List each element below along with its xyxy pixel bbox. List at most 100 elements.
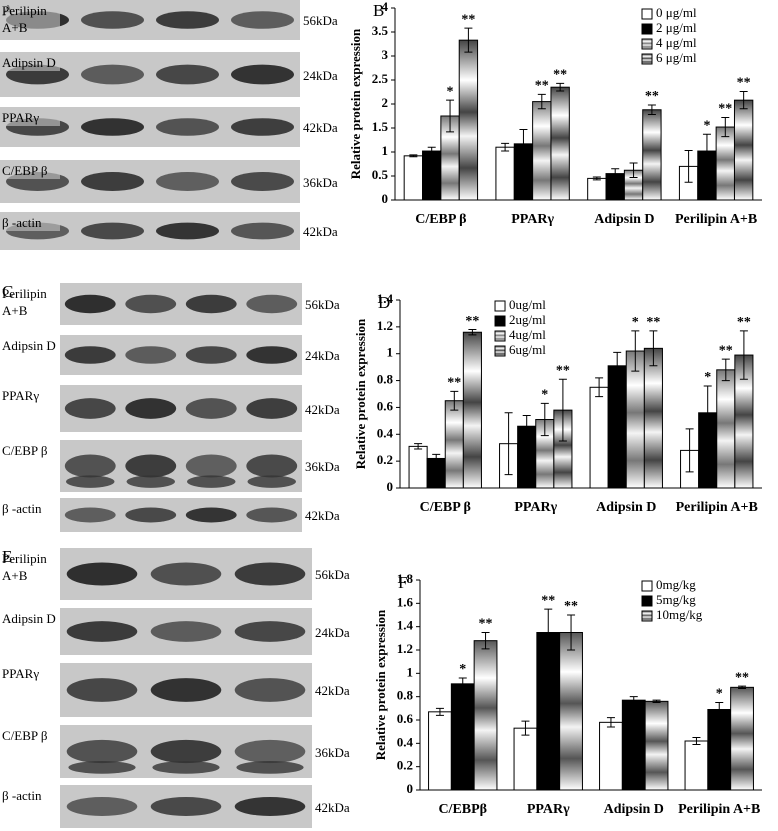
bar <box>408 445 428 489</box>
blot-size-label: 56kDa <box>315 567 350 582</box>
y-tick-label: 1.2 <box>377 318 393 333</box>
blot-band <box>156 118 219 136</box>
error-bar <box>468 329 477 336</box>
x-tick-label: PPARγ <box>527 802 570 817</box>
blot-size-label: 36kDa <box>303 174 338 190</box>
bar <box>643 347 663 489</box>
bar <box>550 86 570 201</box>
error-bar <box>721 116 730 138</box>
blot-protein-label: PPARγ <box>2 666 40 681</box>
blot-size-label: 24kDa <box>305 348 340 363</box>
significance-mark: ** <box>735 670 749 685</box>
blot-protein-label: β -actin <box>2 788 42 803</box>
error-bar <box>649 330 658 367</box>
blot-size-label: 42kDa <box>315 683 350 698</box>
x-tick-label: Adipsin D <box>596 500 656 515</box>
legend-swatch <box>641 595 653 607</box>
legend-label: 2 μg/ml <box>656 20 697 35</box>
blot-band <box>234 621 306 642</box>
significance-mark: * <box>541 388 548 403</box>
bar <box>587 177 607 201</box>
blot-band <box>234 562 306 586</box>
significance-mark: * <box>447 84 454 99</box>
significance-mark: ** <box>718 102 732 117</box>
blot-band <box>81 118 144 136</box>
error-bar <box>592 176 601 181</box>
blot-band <box>68 761 136 774</box>
blot-band <box>125 507 177 523</box>
y-tick-label: 0 <box>407 781 414 796</box>
blot-protein-label: Adipsin D <box>2 611 56 626</box>
blot-band <box>64 346 116 364</box>
error-bar <box>647 104 656 116</box>
blot-band <box>66 797 138 816</box>
y-tick-label: 0.8 <box>377 372 394 387</box>
bar <box>642 109 662 201</box>
blot-band <box>234 797 306 816</box>
legend-swatch <box>641 8 653 20</box>
blot-band <box>66 475 115 488</box>
y-tick-label: 4 <box>382 0 389 14</box>
blot-band <box>231 172 294 191</box>
bar <box>403 155 424 201</box>
bar <box>559 632 583 791</box>
significance-mark: ** <box>461 12 475 27</box>
blot-protein-label: β -actin <box>2 501 42 516</box>
error-bar <box>435 707 444 716</box>
error-bar <box>652 699 661 703</box>
y-axis-label: Relative protein expression <box>348 28 363 179</box>
blot-band <box>231 222 294 240</box>
error-bar <box>432 453 441 463</box>
bar <box>644 700 669 791</box>
blot-protein-label: C/EBP β <box>2 728 48 743</box>
y-tick-label: 0.2 <box>397 758 413 773</box>
x-tick-label: PPARγ <box>514 500 557 515</box>
blot-band <box>66 739 138 764</box>
bar <box>513 727 538 791</box>
legend-label: 0 μg/ml <box>656 5 697 20</box>
error-bar <box>739 330 748 380</box>
error-bar <box>522 414 531 438</box>
y-tick-label: 1.2 <box>397 641 413 656</box>
significance-mark: ** <box>737 76 751 91</box>
significance-mark: ** <box>541 593 555 608</box>
x-tick-label: Adipsin D <box>594 212 654 227</box>
blot-protein-label: Perilipin A+B <box>2 551 47 583</box>
panel-letter: D <box>378 293 390 312</box>
x-tick-label: Adipsin D <box>604 802 664 817</box>
bar <box>621 699 646 791</box>
blot-band <box>246 454 298 478</box>
blot-band <box>126 475 175 488</box>
y-tick-label: 1.6 <box>397 594 414 609</box>
bar <box>715 126 735 201</box>
error-bar <box>501 142 510 152</box>
error-bar <box>464 27 473 53</box>
blot-band <box>125 454 177 478</box>
panel-letter: B <box>373 1 384 20</box>
error-bar <box>521 720 530 736</box>
blot-band <box>81 64 144 85</box>
significance-mark: * <box>632 315 639 330</box>
y-tick-label: 1 <box>387 345 394 360</box>
bar <box>444 400 464 489</box>
error-bar <box>537 93 546 110</box>
bar <box>589 386 609 489</box>
significance-mark: ** <box>447 376 461 391</box>
error-bar <box>540 402 549 437</box>
blot-band <box>185 398 237 419</box>
bar <box>458 39 479 201</box>
significance-mark: * <box>459 662 466 677</box>
blot-band <box>64 507 116 523</box>
blot-band <box>156 172 219 191</box>
significance-mark: ** <box>719 343 733 358</box>
blot-band <box>234 739 306 764</box>
error-bar <box>414 443 423 450</box>
bar <box>532 101 552 201</box>
blot-band <box>246 346 298 364</box>
y-tick-label: 0.4 <box>377 425 394 440</box>
blot-protein-label: β -actin <box>2 214 60 231</box>
error-bar <box>738 685 747 689</box>
significance-mark: ** <box>479 617 493 632</box>
y-tick-label: 2.5 <box>372 71 389 86</box>
